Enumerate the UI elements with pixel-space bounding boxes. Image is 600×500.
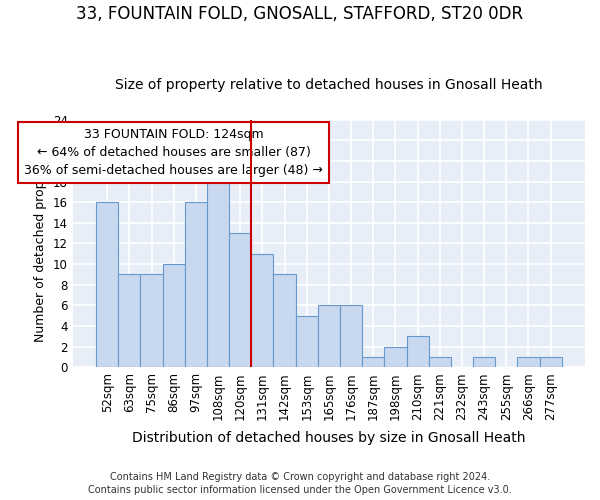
Title: Size of property relative to detached houses in Gnosall Heath: Size of property relative to detached ho… — [115, 78, 543, 92]
Bar — [274, 274, 296, 368]
Y-axis label: Number of detached properties: Number of detached properties — [34, 145, 47, 342]
Bar — [207, 161, 229, 368]
Bar — [96, 202, 118, 368]
Bar — [318, 306, 340, 368]
Bar — [517, 357, 539, 368]
Text: 33 FOUNTAIN FOLD: 124sqm
← 64% of detached houses are smaller (87)
36% of semi-d: 33 FOUNTAIN FOLD: 124sqm ← 64% of detach… — [24, 128, 323, 177]
Text: Contains HM Land Registry data © Crown copyright and database right 2024.
Contai: Contains HM Land Registry data © Crown c… — [88, 472, 512, 495]
Bar — [229, 233, 251, 368]
Bar — [385, 346, 407, 368]
Bar — [163, 264, 185, 368]
Bar — [473, 357, 495, 368]
Bar — [539, 357, 562, 368]
Bar — [251, 254, 274, 368]
Text: 33, FOUNTAIN FOLD, GNOSALL, STAFFORD, ST20 0DR: 33, FOUNTAIN FOLD, GNOSALL, STAFFORD, ST… — [76, 5, 524, 23]
Bar — [428, 357, 451, 368]
Bar — [362, 357, 385, 368]
Bar — [296, 316, 318, 368]
Bar — [185, 202, 207, 368]
Bar — [140, 274, 163, 368]
Bar — [340, 306, 362, 368]
X-axis label: Distribution of detached houses by size in Gnosall Heath: Distribution of detached houses by size … — [132, 431, 526, 445]
Bar — [407, 336, 428, 368]
Bar — [118, 274, 140, 368]
